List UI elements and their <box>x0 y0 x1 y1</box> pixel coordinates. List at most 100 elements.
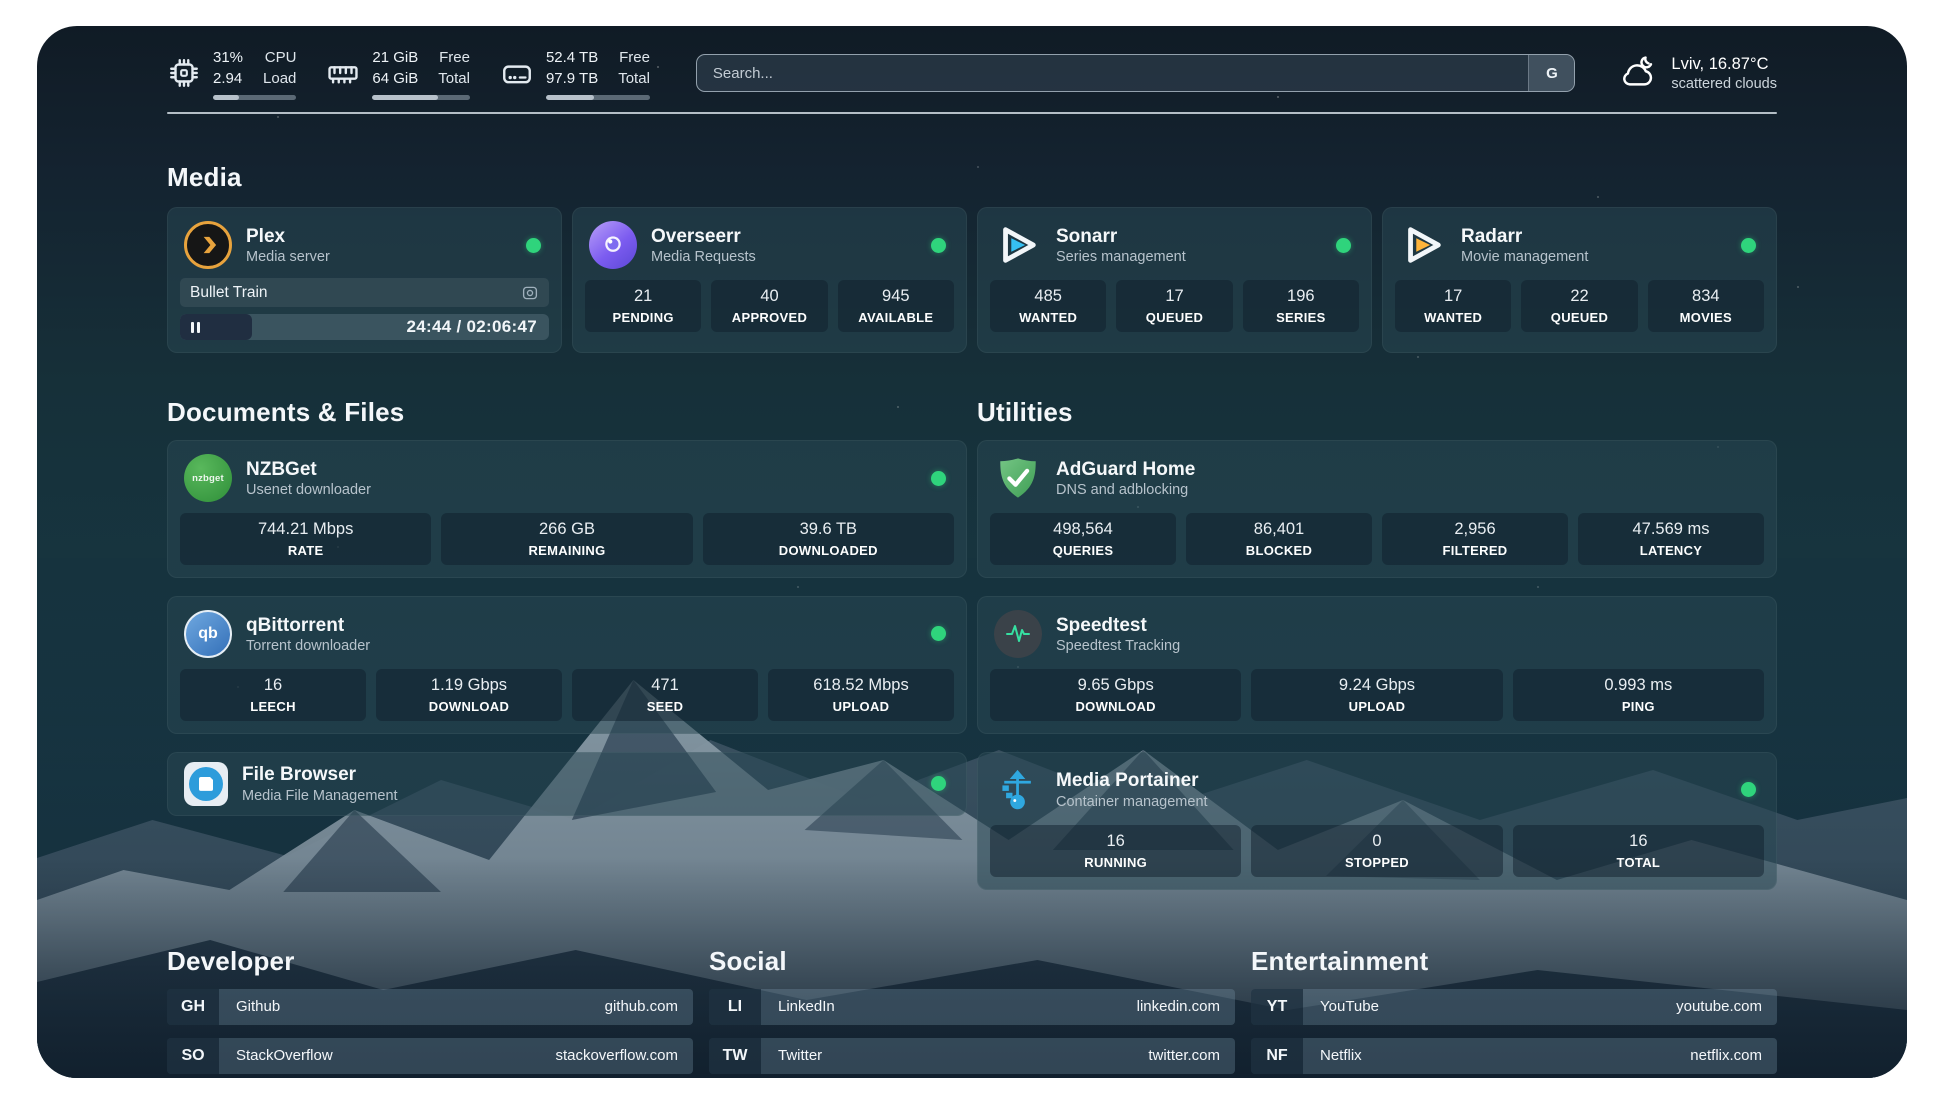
app-card-qbittorrent[interactable]: qb qBittorrent Torrent downloader 16 LEE… <box>167 595 967 734</box>
bookmark-name: Twitter <box>778 1047 823 1065</box>
documents-column: nzbget NZBGet Usenet downloader 744.21 M… <box>167 440 967 890</box>
stat-blocked: 86,401 BLOCKED <box>1186 513 1372 565</box>
bookmarks-social: Social LI LinkedIn linkedin.com TW Twitt… <box>709 890 1235 1078</box>
app-card-filebrowser[interactable]: File Browser Media File Management <box>167 751 967 816</box>
search-engine-button[interactable]: G <box>1528 55 1575 91</box>
status-online-dot <box>1741 782 1756 798</box>
stat-total: 16 TOTAL <box>1512 824 1764 877</box>
nzbget-icon: nzbget <box>184 454 232 502</box>
stat-running: 16 RUNNING <box>990 824 1242 877</box>
section-heading-documents: Documents & Files <box>167 397 405 427</box>
bookmark-abbr: LI <box>709 988 761 1025</box>
app-card-overseerr[interactable]: Overseerr Media Requests 21 PENDING 40 A… <box>572 207 967 353</box>
bookmark-github[interactable]: GH Github github.com <box>167 988 693 1025</box>
bookmark-stackoverflow[interactable]: SO StackOverflow stackoverflow.com <box>167 1037 693 1074</box>
bookmark-url: github.com <box>604 998 678 1016</box>
bookmark-name: Netflix <box>1320 1047 1362 1065</box>
weather-widget: Lviv, 16.87°C scattered clouds <box>1617 52 1777 94</box>
weather-location-temp: Lviv, 16.87°C <box>1671 54 1769 73</box>
stat-rate: 744.21 Mbps RATE <box>180 513 432 565</box>
disk-free-label: Free <box>619 48 650 66</box>
stat-downloaded: 39.6 TB DOWNLOADED <box>702 513 954 565</box>
bookmark-netflix[interactable]: NF Netflix netflix.com <box>1251 1037 1777 1074</box>
section-heading-media: Media <box>167 162 242 192</box>
bookmark-abbr: SO <box>167 1037 219 1074</box>
bookmark-youtube[interactable]: YT YouTube youtube.com <box>1251 988 1777 1025</box>
stat-latency: 47.569 ms LATENCY <box>1578 513 1764 565</box>
section-heading-social: Social <box>709 945 787 976</box>
app-name: NZBGet <box>246 458 317 480</box>
disk-stats: 52.4 TB 97.9 TB Free Total <box>500 47 650 100</box>
cpu-label: CPU <box>264 48 297 66</box>
utilities-column: AdGuard Home DNS and adblocking 498,564 … <box>977 440 1777 890</box>
bookmark-url: linkedin.com <box>1136 998 1220 1016</box>
app-description: Speedtest Tracking <box>1056 638 1181 655</box>
media-cards-row: Plex Media server Bullet Train 24:44 / 0… <box>167 207 1777 353</box>
plex-icon <box>184 221 232 269</box>
bookmark-abbr: YT <box>1251 988 1303 1025</box>
app-description: Container management <box>1056 794 1208 811</box>
bookmark-url: youtube.com <box>1676 998 1762 1016</box>
stat-upload: 9.24 Gbps UPLOAD <box>1251 668 1503 721</box>
app-description: Media server <box>246 249 330 266</box>
playback-progress-bar[interactable]: 24:44 / 02:06:47 <box>180 314 549 340</box>
stat-pending: 21 PENDING <box>585 280 702 332</box>
ram-free-label: Free <box>439 48 470 66</box>
app-name: Radarr <box>1461 225 1523 247</box>
cpu-icon <box>170 59 198 87</box>
topbar-divider <box>167 112 1777 114</box>
portainer-icon <box>994 766 1042 814</box>
section-heading-entertainment: Entertainment <box>1251 945 1429 976</box>
qbittorrent-icon: qb <box>184 609 232 658</box>
stat-wanted: 485 WANTED <box>990 280 1107 332</box>
bookmark-linkedin[interactable]: LI LinkedIn linkedin.com <box>709 988 1235 1025</box>
disk-total-value: 97.9 TB <box>545 69 599 87</box>
app-name: Sonarr <box>1056 225 1118 247</box>
playback-time: 24:44 / 02:06:47 <box>406 317 537 336</box>
app-card-nzbget[interactable]: nzbget NZBGet Usenet downloader 744.21 M… <box>167 440 967 578</box>
stat-approved: 40 APPROVED <box>711 280 828 332</box>
ram-stats: 21 GiB 64 GiB Free Total <box>326 47 470 100</box>
app-card-plex[interactable]: Plex Media server Bullet Train 24:44 / 0… <box>167 207 562 353</box>
status-online-dot <box>1741 237 1756 253</box>
app-description: Usenet downloader <box>246 482 371 499</box>
search-bar[interactable]: G <box>695 54 1576 92</box>
app-card-sonarr[interactable]: Sonarr Series management 485 WANTED 17 Q… <box>977 207 1372 353</box>
stat-filtered: 2,956 FILTERED <box>1382 513 1568 565</box>
bookmark-twitter[interactable]: TW Twitter twitter.com <box>709 1037 1235 1074</box>
scattered-clouds-icon <box>1623 56 1653 86</box>
stat-ping: 0.993 ms PING <box>1512 668 1764 721</box>
stat-wanted: 17 WANTED <box>1395 280 1512 332</box>
app-description: Torrent downloader <box>246 638 371 655</box>
filebrowser-icon <box>184 761 228 806</box>
bookmark-abbr: TW <box>709 1037 761 1074</box>
cpu-progress-bar <box>213 94 297 100</box>
app-name: Plex <box>246 225 286 247</box>
app-card-speedtest[interactable]: Speedtest Speedtest Tracking 9.65 Gbps D… <box>977 595 1777 734</box>
app-name: File Browser <box>242 764 357 786</box>
dashboard-window: 31% 2.94 CPU Load <box>37 26 1907 1078</box>
session-screen-icon[interactable] <box>521 284 539 302</box>
app-card-radarr[interactable]: Radarr Movie management 17 WANTED 22 QUE… <box>1382 207 1777 353</box>
ram-total-value: 64 GiB <box>372 69 419 87</box>
disk-icon <box>502 65 531 84</box>
app-card-adguard-home[interactable]: AdGuard Home DNS and adblocking 498,564 … <box>977 440 1777 578</box>
section-heading-developer: Developer <box>167 945 295 976</box>
app-card-portainer[interactable]: Media Portainer Container management 16 … <box>977 751 1777 890</box>
app-name: qBittorrent <box>246 614 345 636</box>
stat-stopped: 0 STOPPED <box>1251 824 1503 877</box>
bookmark-url: netflix.com <box>1690 1047 1762 1065</box>
overseerr-icon <box>589 221 637 269</box>
search-input[interactable] <box>696 55 1529 91</box>
bookmark-name: LinkedIn <box>778 998 835 1016</box>
memory-icon <box>328 66 359 84</box>
bookmark-abbr: GH <box>167 988 219 1025</box>
pause-icon[interactable] <box>191 321 200 333</box>
cpu-load-value: 2.94 <box>213 69 243 87</box>
now-playing-row: Bullet Train <box>180 278 549 307</box>
sonarr-icon <box>994 221 1042 269</box>
app-name: AdGuard Home <box>1056 458 1196 480</box>
speedtest-icon <box>994 609 1042 658</box>
stat-remaining: 266 GB REMAINING <box>441 513 693 565</box>
app-name: Speedtest <box>1056 614 1147 636</box>
